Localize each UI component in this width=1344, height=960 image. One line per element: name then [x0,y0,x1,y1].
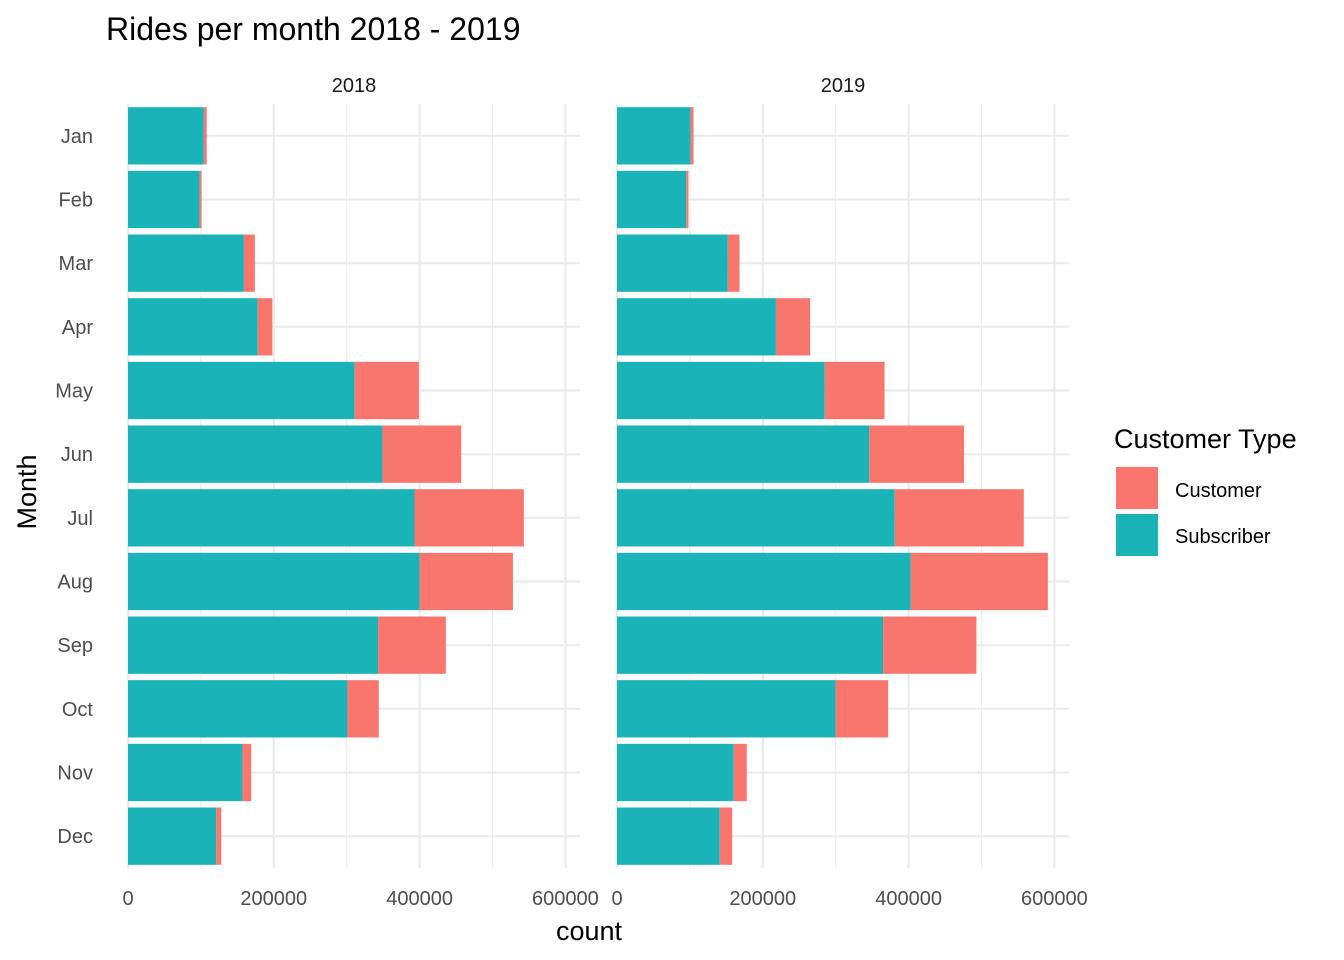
bar-customer-jun [869,425,965,483]
facet-strip-label: 2019 [821,75,866,97]
y-tick-label-apr: Apr [62,317,93,339]
y-tick-label-may: May [55,381,93,403]
bar-subscriber-sep [128,616,379,674]
bar-customer-apr [775,298,811,356]
legend-label-customer: Customer [1175,480,1262,502]
legend-key-customer [1116,467,1158,509]
y-tick-label-oct: Oct [62,699,94,721]
bar-subscriber-aug [617,552,911,611]
y-tick-label-jan: Jan [61,126,93,148]
bar-subscriber-jun [617,425,870,483]
bar-customer-jun [382,425,462,483]
bar-subscriber-mar [617,234,728,292]
y-tick-label-nov: Nov [57,763,93,785]
bar-subscriber-mar [128,234,244,292]
y-tick-label-sep: Sep [57,635,93,657]
bar-customer-mar [243,234,255,292]
bar-customer-jan [203,107,207,165]
bar-subscriber-aug [128,552,420,611]
bar-subscriber-may [128,361,355,420]
chart-title: Rides per month 2018 - 2019 [106,11,520,47]
x-tick-label: 0 [122,888,133,910]
bar-customer-oct [835,680,889,738]
bar-customer-feb [686,170,689,229]
bar-customer-nov [733,743,747,802]
x-tick-label: 400000 [386,888,453,910]
x-axis-title: count [556,916,623,946]
bar-customer-dec [719,807,733,865]
y-tick-label-aug: Aug [57,572,93,594]
bar-customer-feb [199,170,202,229]
bar-customer-nov [242,743,252,802]
bar-subscriber-nov [617,743,734,802]
x-tick-label: 200000 [240,888,307,910]
bar-subscriber-jan [617,107,691,165]
x-tick-label: 400000 [875,888,942,910]
bar-subscriber-nov [128,743,243,802]
y-tick-label-mar: Mar [59,253,94,275]
bar-subscriber-apr [128,298,258,356]
facet-panel-2019: 2019 0 200000 400000 600000 [611,75,1087,910]
y-tick-label-feb: Feb [59,190,93,212]
bar-customer-sep [378,616,446,674]
bar-subscriber-dec [128,807,217,865]
legend-key-subscriber [1116,514,1158,556]
facet-strip-label: 2018 [332,75,377,97]
bar-customer-mar [727,234,740,292]
bar-subscriber-jan [128,107,204,165]
x-tick-label: 200000 [729,888,796,910]
bar-subscriber-jul [128,489,415,547]
bar-subscriber-feb [617,170,687,229]
x-tick-label: 0 [611,888,622,910]
legend-label-subscriber: Subscriber [1175,526,1271,548]
legend-title: Customer Type [1114,424,1297,454]
bar-customer-jul [894,489,1024,547]
facet-panel-2018: 2018 0 200000 400000 600000 Jan Feb Mar Apr May Ju… [55,75,599,910]
bar-customer-aug [910,552,1048,611]
bar-subscriber-sep [617,616,884,674]
legend: Customer Type Customer Subscriber [1114,424,1297,556]
bar-customer-may [824,361,885,420]
bar-customer-jan [690,107,694,165]
bar-subscriber-apr [617,298,776,356]
bar-subscriber-may [617,361,825,420]
bar-customer-jul [414,489,524,547]
bar-customer-sep [883,616,977,674]
x-tick-label: 600000 [1021,888,1088,910]
x-tick-label: 600000 [532,888,599,910]
bar-customer-apr [257,298,273,356]
y-axis-title: Month [12,454,42,529]
bar-subscriber-oct [128,680,348,738]
bar-subscriber-jul [617,489,895,547]
bar-subscriber-feb [128,170,200,229]
bar-customer-may [354,361,419,420]
bar-subscriber-jun [128,425,383,483]
bar-customer-dec [216,807,222,865]
y-tick-label-jun: Jun [61,444,93,466]
y-tick-label-dec: Dec [57,826,93,848]
bar-customer-oct [347,680,379,738]
bar-customer-aug [419,552,513,611]
bar-subscriber-dec [617,807,720,865]
bar-subscriber-oct [617,680,836,738]
y-tick-label-jul: Jul [67,508,93,530]
